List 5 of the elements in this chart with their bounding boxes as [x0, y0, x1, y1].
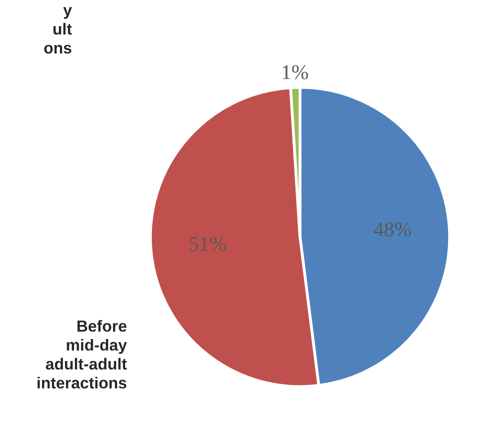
data-label: 51%: [190, 236, 226, 252]
text: y ult ons: [44, 7, 72, 54]
data-label: 48%: [374, 222, 411, 236]
slice-label: Before mid-day adult-adult interactions: [38, 320, 127, 389]
data-label: 1%: [282, 65, 308, 80]
